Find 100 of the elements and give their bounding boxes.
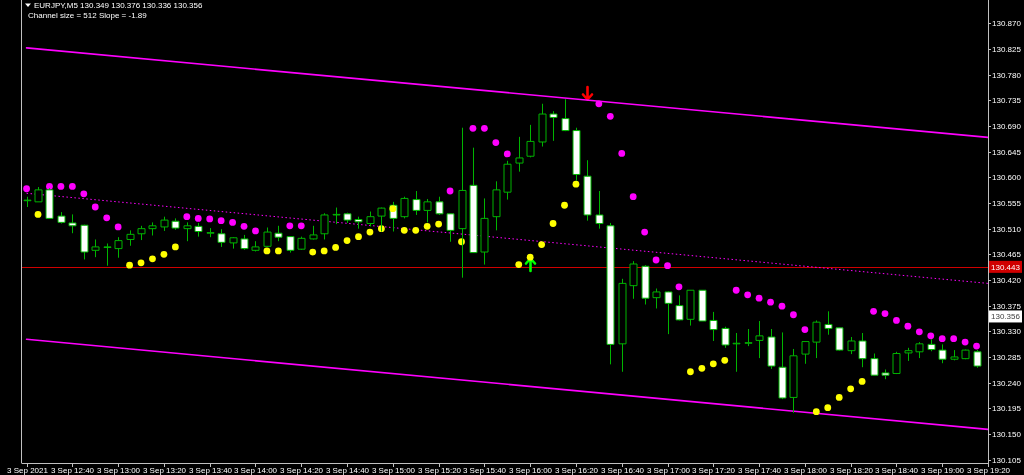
- y-tick-label: 130.195: [992, 404, 1022, 414]
- candlestick: [789, 348, 798, 414]
- candlestick: [297, 236, 306, 251]
- point: [412, 226, 420, 234]
- point: [114, 223, 122, 231]
- candlestick: [469, 147, 478, 254]
- candlestick: [904, 347, 913, 362]
- candlestick: [68, 213, 77, 234]
- point: [641, 228, 649, 236]
- point: [755, 294, 763, 302]
- candlestick: [549, 110, 558, 142]
- point: [847, 385, 855, 393]
- x-tick-label: 3 Sep 14:40: [325, 466, 370, 475]
- point: [435, 220, 443, 228]
- point: [835, 394, 843, 401]
- point: [343, 237, 351, 245]
- candlestick: [973, 349, 982, 369]
- candlestick: [217, 228, 226, 248]
- candlestick: [606, 222, 615, 365]
- candlestick: [938, 343, 947, 364]
- candlestick: [778, 331, 787, 400]
- point: [34, 210, 42, 218]
- candlestick: [343, 212, 352, 224]
- candlestick: [744, 328, 753, 347]
- point: [595, 100, 603, 108]
- point: [675, 283, 683, 291]
- y-tick-label: 130.465: [992, 250, 1022, 260]
- y-tick-label: 130.825: [992, 45, 1022, 55]
- x-tick-label: 3 Sep 17:00: [646, 466, 691, 475]
- candlestick: [732, 332, 741, 373]
- candlestick: [492, 180, 501, 231]
- point: [297, 222, 305, 230]
- x-tick-label: 3 Sep 12:40: [50, 466, 95, 475]
- point: [206, 215, 214, 223]
- candlestick: [515, 136, 524, 173]
- candlestick: [171, 217, 180, 231]
- point: [320, 247, 328, 255]
- point: [332, 244, 340, 251]
- annotation: 130.356: [991, 312, 1021, 322]
- candlestick: [23, 196, 32, 208]
- point: [778, 302, 786, 310]
- candlestick: [812, 319, 821, 359]
- point: [194, 214, 202, 222]
- candlestick: [114, 236, 123, 259]
- candlestick: [286, 235, 295, 254]
- candlestick: [664, 290, 673, 335]
- point: [366, 228, 374, 236]
- candlestick: [686, 289, 695, 327]
- point: [744, 291, 752, 299]
- candlestick: [183, 221, 192, 242]
- y-tick-label: 130.735: [992, 96, 1022, 106]
- point: [927, 332, 935, 340]
- candlestick: [824, 310, 833, 336]
- y-tick-label: 130.555: [992, 199, 1022, 209]
- point: [709, 360, 717, 368]
- point: [423, 222, 431, 230]
- candlestick: [675, 294, 684, 321]
- candlestick: [366, 211, 375, 227]
- point: [721, 356, 729, 364]
- candlestick: [137, 225, 146, 241]
- x-tick-label: 3 Sep 18:20: [829, 466, 874, 475]
- candlestick: [400, 196, 409, 219]
- point: [252, 227, 259, 235]
- y-tick-label: 130.510: [992, 225, 1022, 235]
- point: [446, 187, 454, 195]
- y-tick-label: 130.150: [992, 430, 1022, 440]
- candlestick: [206, 227, 215, 238]
- candlestick: [961, 349, 970, 360]
- x-tick-label: 3 Sep 19:20: [966, 466, 1011, 475]
- point: [893, 317, 900, 324]
- point: [629, 193, 637, 201]
- x-tick-label: 3 Sep 16:20: [554, 466, 599, 475]
- point: [503, 150, 511, 158]
- candlestick: [870, 353, 879, 376]
- point: [389, 205, 397, 213]
- y-tick-label: 130.780: [992, 71, 1022, 81]
- candlestick: [320, 212, 329, 240]
- x-tick-label: 3 Sep 15:00: [371, 466, 416, 475]
- x-tick-label: 3 Sep 14:00: [233, 466, 278, 475]
- y-tick-label: 130.285: [992, 353, 1022, 363]
- candlestick: [709, 311, 718, 342]
- point: [355, 233, 362, 241]
- point: [915, 328, 923, 336]
- chart-title: EURJPY,M5 130.349 130.376 130.336 130.356: [34, 1, 203, 11]
- candlestick: [595, 190, 604, 230]
- y-tick-label: 130.375: [992, 302, 1022, 312]
- point: [183, 213, 191, 221]
- point: [664, 262, 671, 270]
- x-tick-label: 3 Sep 13:00: [96, 466, 141, 475]
- candlestick: [561, 98, 570, 132]
- candlestick: [423, 198, 432, 223]
- candlestick: [126, 229, 135, 247]
- point: [904, 322, 912, 330]
- candlestick: [858, 332, 867, 368]
- ref-line-label: 130.443: [991, 262, 1021, 272]
- point: [767, 298, 774, 306]
- candlestick: [80, 224, 89, 260]
- point: [824, 404, 832, 412]
- x-tick-label: 3 Sep 18:00: [783, 466, 828, 475]
- candlestick: [641, 264, 650, 305]
